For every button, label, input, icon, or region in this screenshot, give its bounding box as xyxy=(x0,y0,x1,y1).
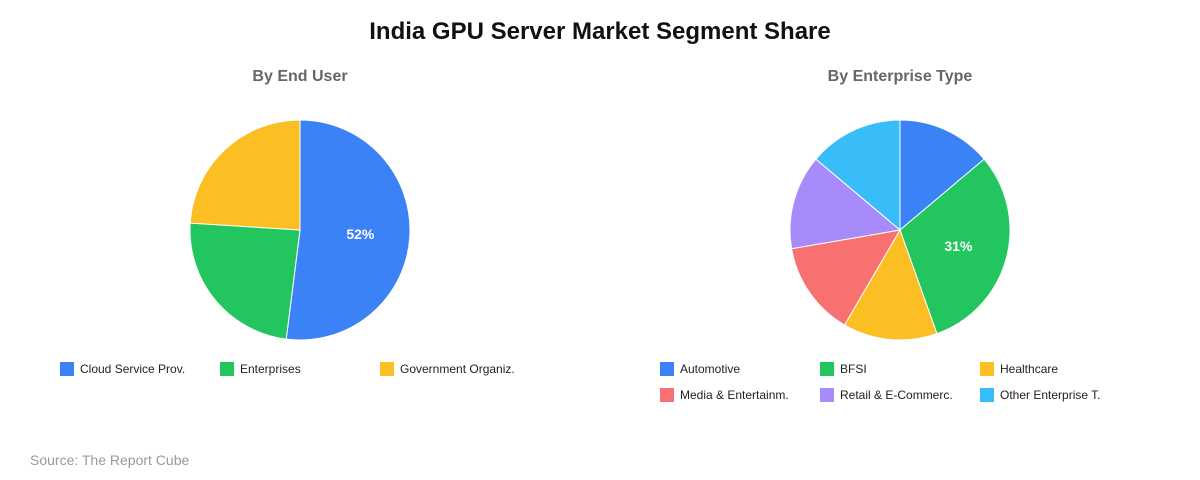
pie-data-label-cloud-service-prov: 52% xyxy=(346,226,375,242)
legend-swatch xyxy=(980,362,994,376)
pie-slice-automotive xyxy=(899,119,985,232)
legend-label: Government Organiz. xyxy=(400,362,515,376)
legend-swatch xyxy=(820,362,834,376)
source-note: Source: The Report Cube xyxy=(30,452,190,468)
pie-panel-enterprise-type: By Enterprise Type 31% Automotive BFSI Hea… xyxy=(600,0,1200,440)
pie-panel-end-user: By End User 52% Cloud Service Prov. Enter… xyxy=(0,0,600,440)
legend-item-enterprises: Enterprises xyxy=(220,360,301,378)
pie-slice-retail-e-commerc xyxy=(789,158,902,250)
pie-slice-media-entertainm xyxy=(791,229,901,326)
pie-slice-government-organiz xyxy=(189,119,301,231)
legend-item-government-organiz: Government Organiz. xyxy=(380,360,515,378)
legend-item-bfsi: BFSI xyxy=(820,360,867,378)
pie-slice-cloud-service-prov xyxy=(285,119,411,341)
legend-label: BFSI xyxy=(840,362,867,376)
legend-label: Cloud Service Prov. xyxy=(80,362,186,376)
legend-item-retail-e-commerc: Retail & E-Commerc. xyxy=(820,386,953,404)
pie-data-label-bfsi: 31% xyxy=(944,238,973,254)
legend-label: Retail & E-Commerc. xyxy=(840,388,953,402)
legend-item-other-enterprise-t: Other Enterprise T. xyxy=(980,386,1101,404)
legend-label: Media & Entertainm. xyxy=(680,388,789,402)
legend-swatch xyxy=(820,388,834,402)
legend-swatch xyxy=(660,362,674,376)
pie-slice-other-enterprise-t xyxy=(815,119,901,232)
legend-label: Other Enterprise T. xyxy=(1000,388,1101,402)
legend-label: Healthcare xyxy=(1000,362,1059,376)
pie-slice-healthcare xyxy=(843,228,938,341)
chart-main-title: India GPU Server Market Segment Share xyxy=(369,18,831,45)
legend-item-media-entertainm: Media & Entertainm. xyxy=(660,386,789,404)
legend-swatch xyxy=(60,362,74,376)
pie-title-end-user: By End User xyxy=(252,68,348,85)
pie-slice-enterprises xyxy=(189,222,301,340)
legend-item-automotive: Automotive xyxy=(660,360,740,378)
legend-label: Enterprises xyxy=(240,362,301,376)
legend-swatch xyxy=(660,388,674,402)
legend-item-healthcare: Healthcare xyxy=(980,360,1058,378)
pie-chart-enterprise-type: 31% xyxy=(789,119,1011,341)
legend-swatch xyxy=(980,388,994,402)
pie-title-enterprise-type: By Enterprise Type xyxy=(827,68,973,85)
legend-label: Automotive xyxy=(680,362,741,376)
pie-slice-bfsi xyxy=(899,158,1011,335)
pie-chart-end-user: 52% xyxy=(189,119,411,341)
legend-swatch xyxy=(380,362,394,376)
legend-swatch xyxy=(220,362,234,376)
legend-item-cloud-service-prov: Cloud Service Prov. xyxy=(60,360,185,378)
